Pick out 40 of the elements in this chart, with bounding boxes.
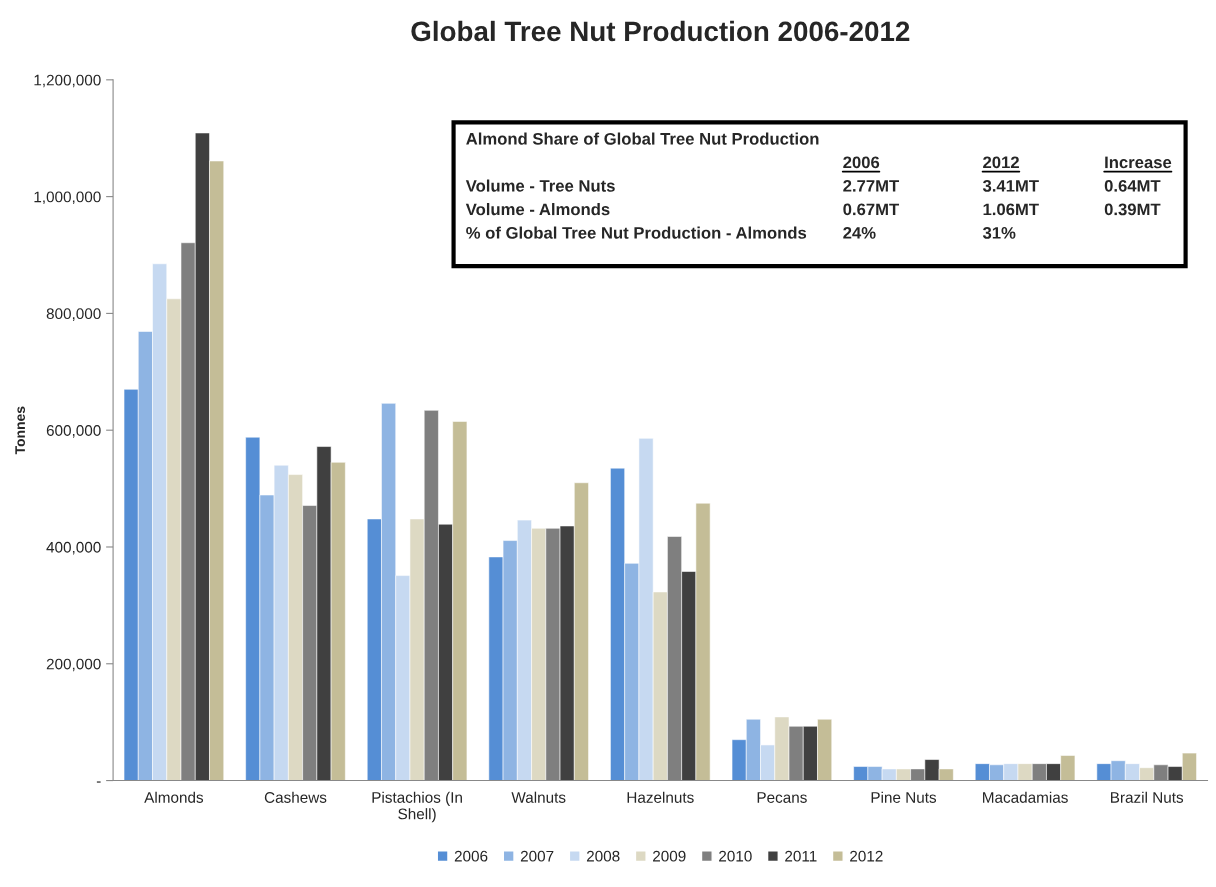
x-tick-label: Pine Nuts bbox=[871, 791, 937, 803]
annotation: 2.77MT bbox=[843, 179, 900, 192]
annotation: 0.67MT bbox=[843, 203, 900, 216]
y-tick-label: 800,000 bbox=[46, 308, 101, 321]
legend-label: 2008 bbox=[586, 850, 620, 862]
y-tick-label: 200,000 bbox=[46, 658, 101, 672]
chart-title: Global Tree Nut Production 2006-2012 bbox=[411, 20, 910, 42]
y-tick-label: 600,000 bbox=[46, 425, 101, 438]
y-tick-label: - bbox=[96, 781, 101, 783]
annotation: 31% bbox=[982, 226, 1016, 239]
annotation: 0.64MT bbox=[1104, 179, 1161, 192]
x-tick-label: Hazelnuts bbox=[627, 791, 694, 803]
legend-label: 2010 bbox=[719, 850, 752, 862]
x-tick-label: Pistachios (In Shell) bbox=[372, 791, 462, 823]
x-tick-label: Cashews bbox=[264, 791, 327, 803]
annotation: Increase bbox=[1105, 156, 1172, 169]
legend-label: 2012 bbox=[850, 850, 883, 862]
annotation: 1.06MT bbox=[983, 203, 1039, 216]
annotation: 2006 bbox=[843, 156, 880, 169]
annotation: Volume - Almonds bbox=[465, 203, 610, 216]
legend-label: 2011 bbox=[785, 850, 817, 862]
annotation: % of Global Tree Nut Production - Almonds bbox=[466, 226, 807, 239]
annotation: 0.39MT bbox=[1104, 203, 1161, 216]
y-tick-label: 1,000,000 bbox=[34, 191, 101, 205]
x-tick-label: Macadamias bbox=[983, 791, 1068, 803]
x-tick-label: Brazil Nuts bbox=[1111, 791, 1184, 803]
y-tick-label: 1,200,000 bbox=[34, 74, 101, 88]
y-axis-title: Tonnes bbox=[15, 406, 26, 455]
x-tick-label: Pecans bbox=[757, 792, 807, 803]
legend-label: 2007 bbox=[520, 850, 554, 862]
legend-label: 2006 bbox=[454, 850, 488, 862]
annotation: Almond Share of Global Tree Nut Production bbox=[466, 132, 819, 145]
annotation: 24% bbox=[843, 226, 876, 239]
annotation: Volume - Tree Nuts bbox=[465, 179, 615, 192]
annotation: 2012 bbox=[983, 156, 1019, 169]
legend-label: 2009 bbox=[653, 850, 686, 862]
annotation: 3.41MT bbox=[982, 179, 1039, 192]
x-tick-label: Walnuts bbox=[511, 791, 566, 803]
x-tick-label: Almonds bbox=[144, 791, 204, 803]
y-tick-label: 400,000 bbox=[46, 541, 101, 555]
